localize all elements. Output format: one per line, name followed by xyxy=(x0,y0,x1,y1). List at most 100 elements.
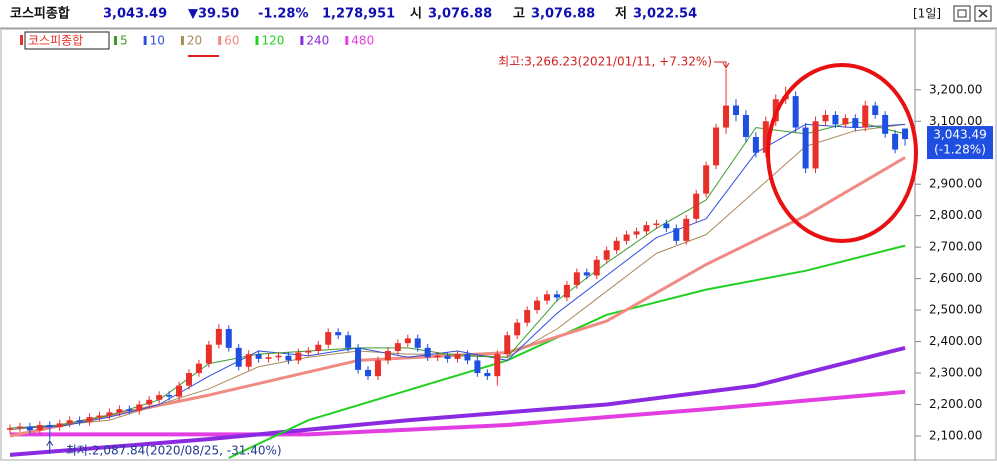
legend-swatch xyxy=(180,36,184,45)
y-tick-label: 3,100.00 xyxy=(929,114,982,128)
candle-body xyxy=(583,272,590,276)
candle-body xyxy=(46,424,53,428)
candle-body xyxy=(235,347,242,367)
legend-label: 10 xyxy=(150,34,165,48)
annotation-arrow xyxy=(46,439,54,454)
ma-line xyxy=(9,156,906,438)
candle-body xyxy=(146,399,153,405)
candle-body xyxy=(643,225,650,232)
plot-area xyxy=(6,68,909,459)
candle-body xyxy=(185,373,192,386)
y-tick-label: 2,100.00 xyxy=(929,428,982,442)
candle-body xyxy=(86,417,93,422)
restore-button[interactable] xyxy=(953,5,971,22)
candle-body xyxy=(534,300,541,311)
candle-body xyxy=(295,352,302,361)
candle-body xyxy=(703,165,710,194)
legend-swatch xyxy=(300,36,304,45)
ma-line xyxy=(9,345,906,457)
candle-body xyxy=(742,114,749,137)
candle-body xyxy=(66,420,73,424)
candle-body xyxy=(275,355,282,358)
y-tick-label: 2,300.00 xyxy=(929,366,982,380)
y-tick-label: 2,800.00 xyxy=(929,208,982,222)
candle-body xyxy=(16,426,23,429)
candle-body xyxy=(26,426,33,431)
candle-body xyxy=(434,355,441,358)
candle-body xyxy=(106,412,113,416)
y-tick-label: 3,200.00 xyxy=(929,82,982,96)
candle-body xyxy=(345,335,352,348)
header-change: ▼39.50 xyxy=(188,7,239,22)
legend-label: 120 xyxy=(261,34,284,48)
candle-body xyxy=(474,360,481,374)
candle-body xyxy=(812,121,819,169)
candle-body xyxy=(732,105,739,115)
legend-label: 240 xyxy=(306,34,329,48)
candle-body xyxy=(126,409,133,411)
candle-body xyxy=(673,228,680,241)
candle-body xyxy=(872,105,879,115)
candle-body xyxy=(653,223,660,226)
header-open-label: 시 xyxy=(410,7,422,22)
candle-body xyxy=(156,395,163,400)
candle-body xyxy=(713,127,720,166)
candle-body xyxy=(544,294,551,301)
legend-swatch xyxy=(255,36,259,45)
legend-label: 5 xyxy=(120,34,128,48)
legend-swatch xyxy=(114,36,117,45)
restore-icon xyxy=(957,9,967,18)
price-tag-value: 3,043.49 xyxy=(933,128,986,142)
y-tick-label: 2,400.00 xyxy=(929,334,982,348)
annotation-low: 최저:2,087.84(2020/08/25, -31.40%) xyxy=(66,443,282,457)
legend-swatch xyxy=(218,36,222,45)
candle-body xyxy=(593,259,600,276)
header-title: 코스피종합 xyxy=(10,6,70,22)
candle-body xyxy=(56,423,63,428)
y-tick-label: 2,600.00 xyxy=(929,271,982,285)
candle-body xyxy=(613,240,620,251)
candle-body xyxy=(136,404,143,411)
candle-body xyxy=(6,428,13,430)
legend-title-box xyxy=(24,31,110,50)
candle-body xyxy=(176,385,183,397)
legend-label: 60 xyxy=(224,34,239,48)
candle-body xyxy=(315,344,322,351)
y-tick-label: 2,900.00 xyxy=(929,177,982,191)
y-tick-label: 2,500.00 xyxy=(929,303,982,317)
candle-body xyxy=(255,354,262,359)
highlight-circle xyxy=(766,63,918,243)
candle-body xyxy=(96,415,103,418)
header-high: 3,076.88 xyxy=(531,7,595,22)
candle-body xyxy=(36,424,43,431)
candle-body xyxy=(424,347,431,358)
legend-swatch xyxy=(345,36,349,45)
candle-body xyxy=(693,193,700,219)
close-icon xyxy=(978,9,988,18)
candle-body xyxy=(683,218,690,241)
candle-body xyxy=(902,128,909,140)
annotation-arrow xyxy=(714,61,730,69)
legend-marker xyxy=(20,35,23,45)
candle-body xyxy=(225,328,232,348)
chart-frame xyxy=(0,28,997,461)
header-open: 3,076.88 xyxy=(428,7,492,22)
header-price: 3,043.49 xyxy=(103,7,167,22)
candle-body xyxy=(394,343,401,351)
candle-body xyxy=(166,395,173,397)
candle-body xyxy=(205,344,212,364)
candle-body xyxy=(663,223,670,229)
header-bar xyxy=(0,0,997,28)
period-button[interactable]: [1일] xyxy=(913,7,941,21)
candle-body xyxy=(842,118,849,125)
candle-body xyxy=(852,118,859,128)
candle-body xyxy=(305,351,312,353)
header-change-pct: -1.28% xyxy=(258,7,309,22)
candle-body xyxy=(504,335,511,355)
candle-body xyxy=(573,272,580,285)
candle-body xyxy=(603,250,610,260)
candle-body xyxy=(215,328,222,345)
candle-body xyxy=(335,332,342,336)
